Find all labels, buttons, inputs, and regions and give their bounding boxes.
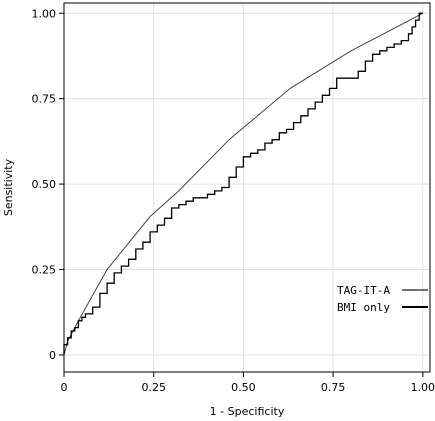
series-lines bbox=[63, 12, 424, 356]
y-tick-label: 0.50 bbox=[32, 178, 57, 191]
y-tick-label: 0.25 bbox=[32, 264, 57, 277]
legend: TAG-IT-A BMI only bbox=[337, 284, 428, 314]
y-tick-label: 0.75 bbox=[32, 93, 57, 106]
x-tick-label: 0.75 bbox=[321, 381, 346, 394]
legend-label: BMI only bbox=[337, 301, 390, 314]
x-tick-label: 0 bbox=[61, 381, 68, 394]
x-axis-label: 1 - Specificity bbox=[210, 405, 285, 418]
y-tick-label: 0 bbox=[49, 349, 56, 362]
x-tick-label: 0.50 bbox=[231, 381, 256, 394]
series-line-bmi-only bbox=[63, 12, 423, 355]
y-tick-label: 1.00 bbox=[32, 7, 57, 20]
legend-label: TAG-IT-A bbox=[337, 284, 390, 297]
y-axis-label: Sensitivity bbox=[2, 158, 15, 216]
x-tick-label: 1.00 bbox=[411, 381, 435, 394]
grid-lines bbox=[63, 3, 430, 372]
plot-frame bbox=[63, 2, 431, 373]
x-tick-label: 0.25 bbox=[141, 381, 166, 394]
axis-ticks: 0 0.25 0.50 0.75 1.00 0 0.25 0.50 0.75 1.00 bbox=[32, 7, 435, 394]
